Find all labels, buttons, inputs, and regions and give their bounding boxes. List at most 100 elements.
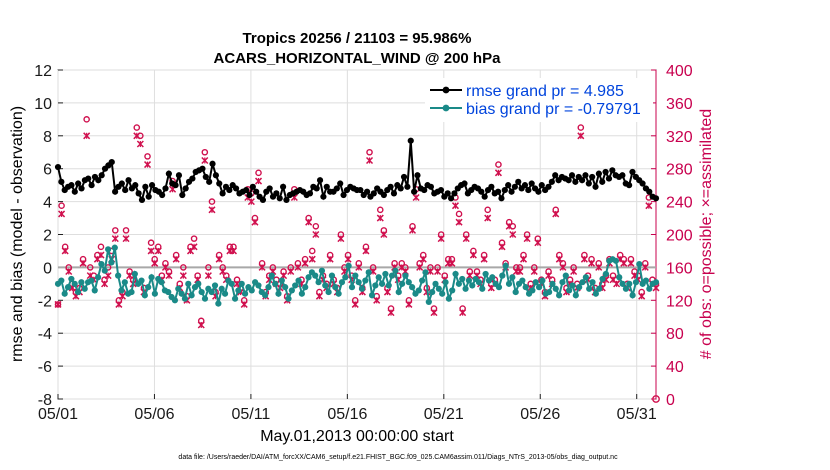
series-point-bias — [298, 290, 305, 297]
series-point-rmse — [253, 188, 260, 195]
series-point-bias — [445, 295, 452, 302]
series-point-rmse — [118, 180, 125, 187]
series-point-bias — [378, 280, 386, 287]
obs-assimilated-point — [287, 267, 295, 276]
legend-rmse-label: rmse grand pr = 4.985 — [466, 83, 624, 100]
series-point-bias — [559, 279, 566, 286]
series-point-rmse — [501, 186, 508, 194]
series-point-bias — [128, 288, 135, 296]
y-tick-label: 0 — [43, 260, 52, 277]
series-point-rmse — [495, 188, 502, 195]
series-point-rmse — [132, 182, 139, 189]
series-point-bias — [385, 282, 392, 289]
series-point-rmse — [279, 183, 287, 190]
legend-rmse-marker — [442, 86, 450, 94]
series-point-bias — [616, 274, 623, 281]
series-point-bias — [208, 288, 215, 296]
obs-assimilated-point — [351, 300, 359, 308]
legend-bias-marker — [442, 104, 450, 112]
obs-assimilated-point — [97, 251, 105, 259]
series-point-bias — [439, 290, 446, 297]
series-point-bias — [509, 274, 516, 281]
obs-possible-point — [111, 227, 119, 234]
series-point-bias — [629, 292, 636, 299]
y-tick-label-right: 40 — [666, 359, 684, 376]
series-point-bias — [288, 287, 295, 294]
series-point-rmse — [202, 173, 209, 181]
obs-assimilated-point — [179, 272, 187, 280]
series-point-bias — [322, 282, 329, 289]
data-file-footnote: data file: /Users/raeder/DAI/ATM_forcXX/… — [178, 454, 618, 461]
series-point-rmse — [306, 190, 314, 197]
obs-assimilated-point — [426, 267, 434, 276]
series-point-rmse — [609, 167, 616, 174]
series-point-rmse — [357, 186, 364, 194]
y-tick-label: -4 — [38, 326, 52, 343]
series-point-bias — [195, 280, 202, 287]
series-point-rmse — [209, 160, 216, 167]
y-tick-label: 10 — [34, 96, 52, 113]
series-point-rmse — [145, 193, 152, 200]
series-point-bias — [642, 277, 650, 284]
series-point-bias — [405, 279, 412, 286]
series-point-rmse — [505, 182, 512, 189]
series-point-bias — [455, 280, 462, 287]
y-tick-label-right: 240 — [666, 195, 693, 212]
obs-assimilated-point — [408, 226, 417, 234]
series-point-rmse — [411, 188, 418, 195]
obs-assimilated-point — [451, 202, 460, 210]
series-point-bias — [318, 267, 326, 274]
series-point-rmse — [68, 182, 75, 189]
series-point-bias — [392, 267, 399, 274]
series-layer — [54, 137, 660, 307]
series-point-bias — [292, 282, 299, 289]
series-point-bias — [409, 284, 416, 291]
series-point-bias — [141, 292, 148, 299]
obs-assimilated-point — [362, 247, 370, 255]
series-point-rmse — [565, 177, 572, 184]
series-point-rmse — [478, 188, 485, 195]
series-point-rmse — [266, 185, 273, 192]
series-point-rmse — [71, 188, 78, 195]
obs-assimilated-point — [337, 235, 345, 243]
series-point-rmse — [400, 173, 408, 181]
y-tick-label: 12 — [34, 63, 52, 80]
series-point-bias — [178, 290, 185, 297]
series-point-rmse — [390, 190, 398, 197]
obs-assimilated-point — [387, 309, 395, 317]
series-point-rmse — [646, 188, 653, 195]
x-tick-label: 05/16 — [327, 406, 367, 423]
obs-possible-point — [455, 210, 463, 218]
series-point-rmse — [629, 168, 636, 176]
obs-assimilated-point — [434, 267, 442, 276]
series-point-rmse — [447, 195, 455, 202]
series-point-bias — [572, 292, 579, 299]
series-point-bias — [599, 275, 606, 283]
series-point-bias — [579, 279, 586, 286]
y-tick-label-right: 280 — [666, 162, 693, 179]
series-point-rmse — [216, 180, 223, 187]
series-point-bias — [459, 275, 466, 283]
series-point-rmse — [206, 178, 213, 185]
series-point-rmse — [370, 190, 377, 197]
obs-assimilated-point — [366, 156, 374, 165]
obs-assimilated-point — [233, 280, 241, 288]
series-point-bias — [145, 284, 152, 291]
series-point-bias — [108, 259, 115, 266]
obs-assimilated-point — [147, 247, 155, 255]
obs-possible-point — [201, 148, 209, 156]
series-point-rmse — [283, 196, 290, 204]
obs-assimilated-point — [83, 132, 91, 140]
series-point-rmse — [481, 193, 488, 200]
y-tick-label-right: 360 — [666, 96, 693, 113]
obs-assimilated-point — [240, 300, 248, 308]
series-point-bias — [275, 290, 282, 297]
series-point-bias — [399, 280, 406, 287]
chart-title-line2: ACARS_HORIZONTAL_WIND @ 200 hPa — [214, 50, 502, 67]
series-point-bias — [652, 279, 660, 286]
series-point-bias — [265, 284, 272, 291]
series-point-bias — [452, 270, 459, 278]
series-point-bias — [636, 261, 643, 268]
obs-assimilated-point — [133, 132, 141, 140]
series-point-rmse — [165, 170, 172, 177]
